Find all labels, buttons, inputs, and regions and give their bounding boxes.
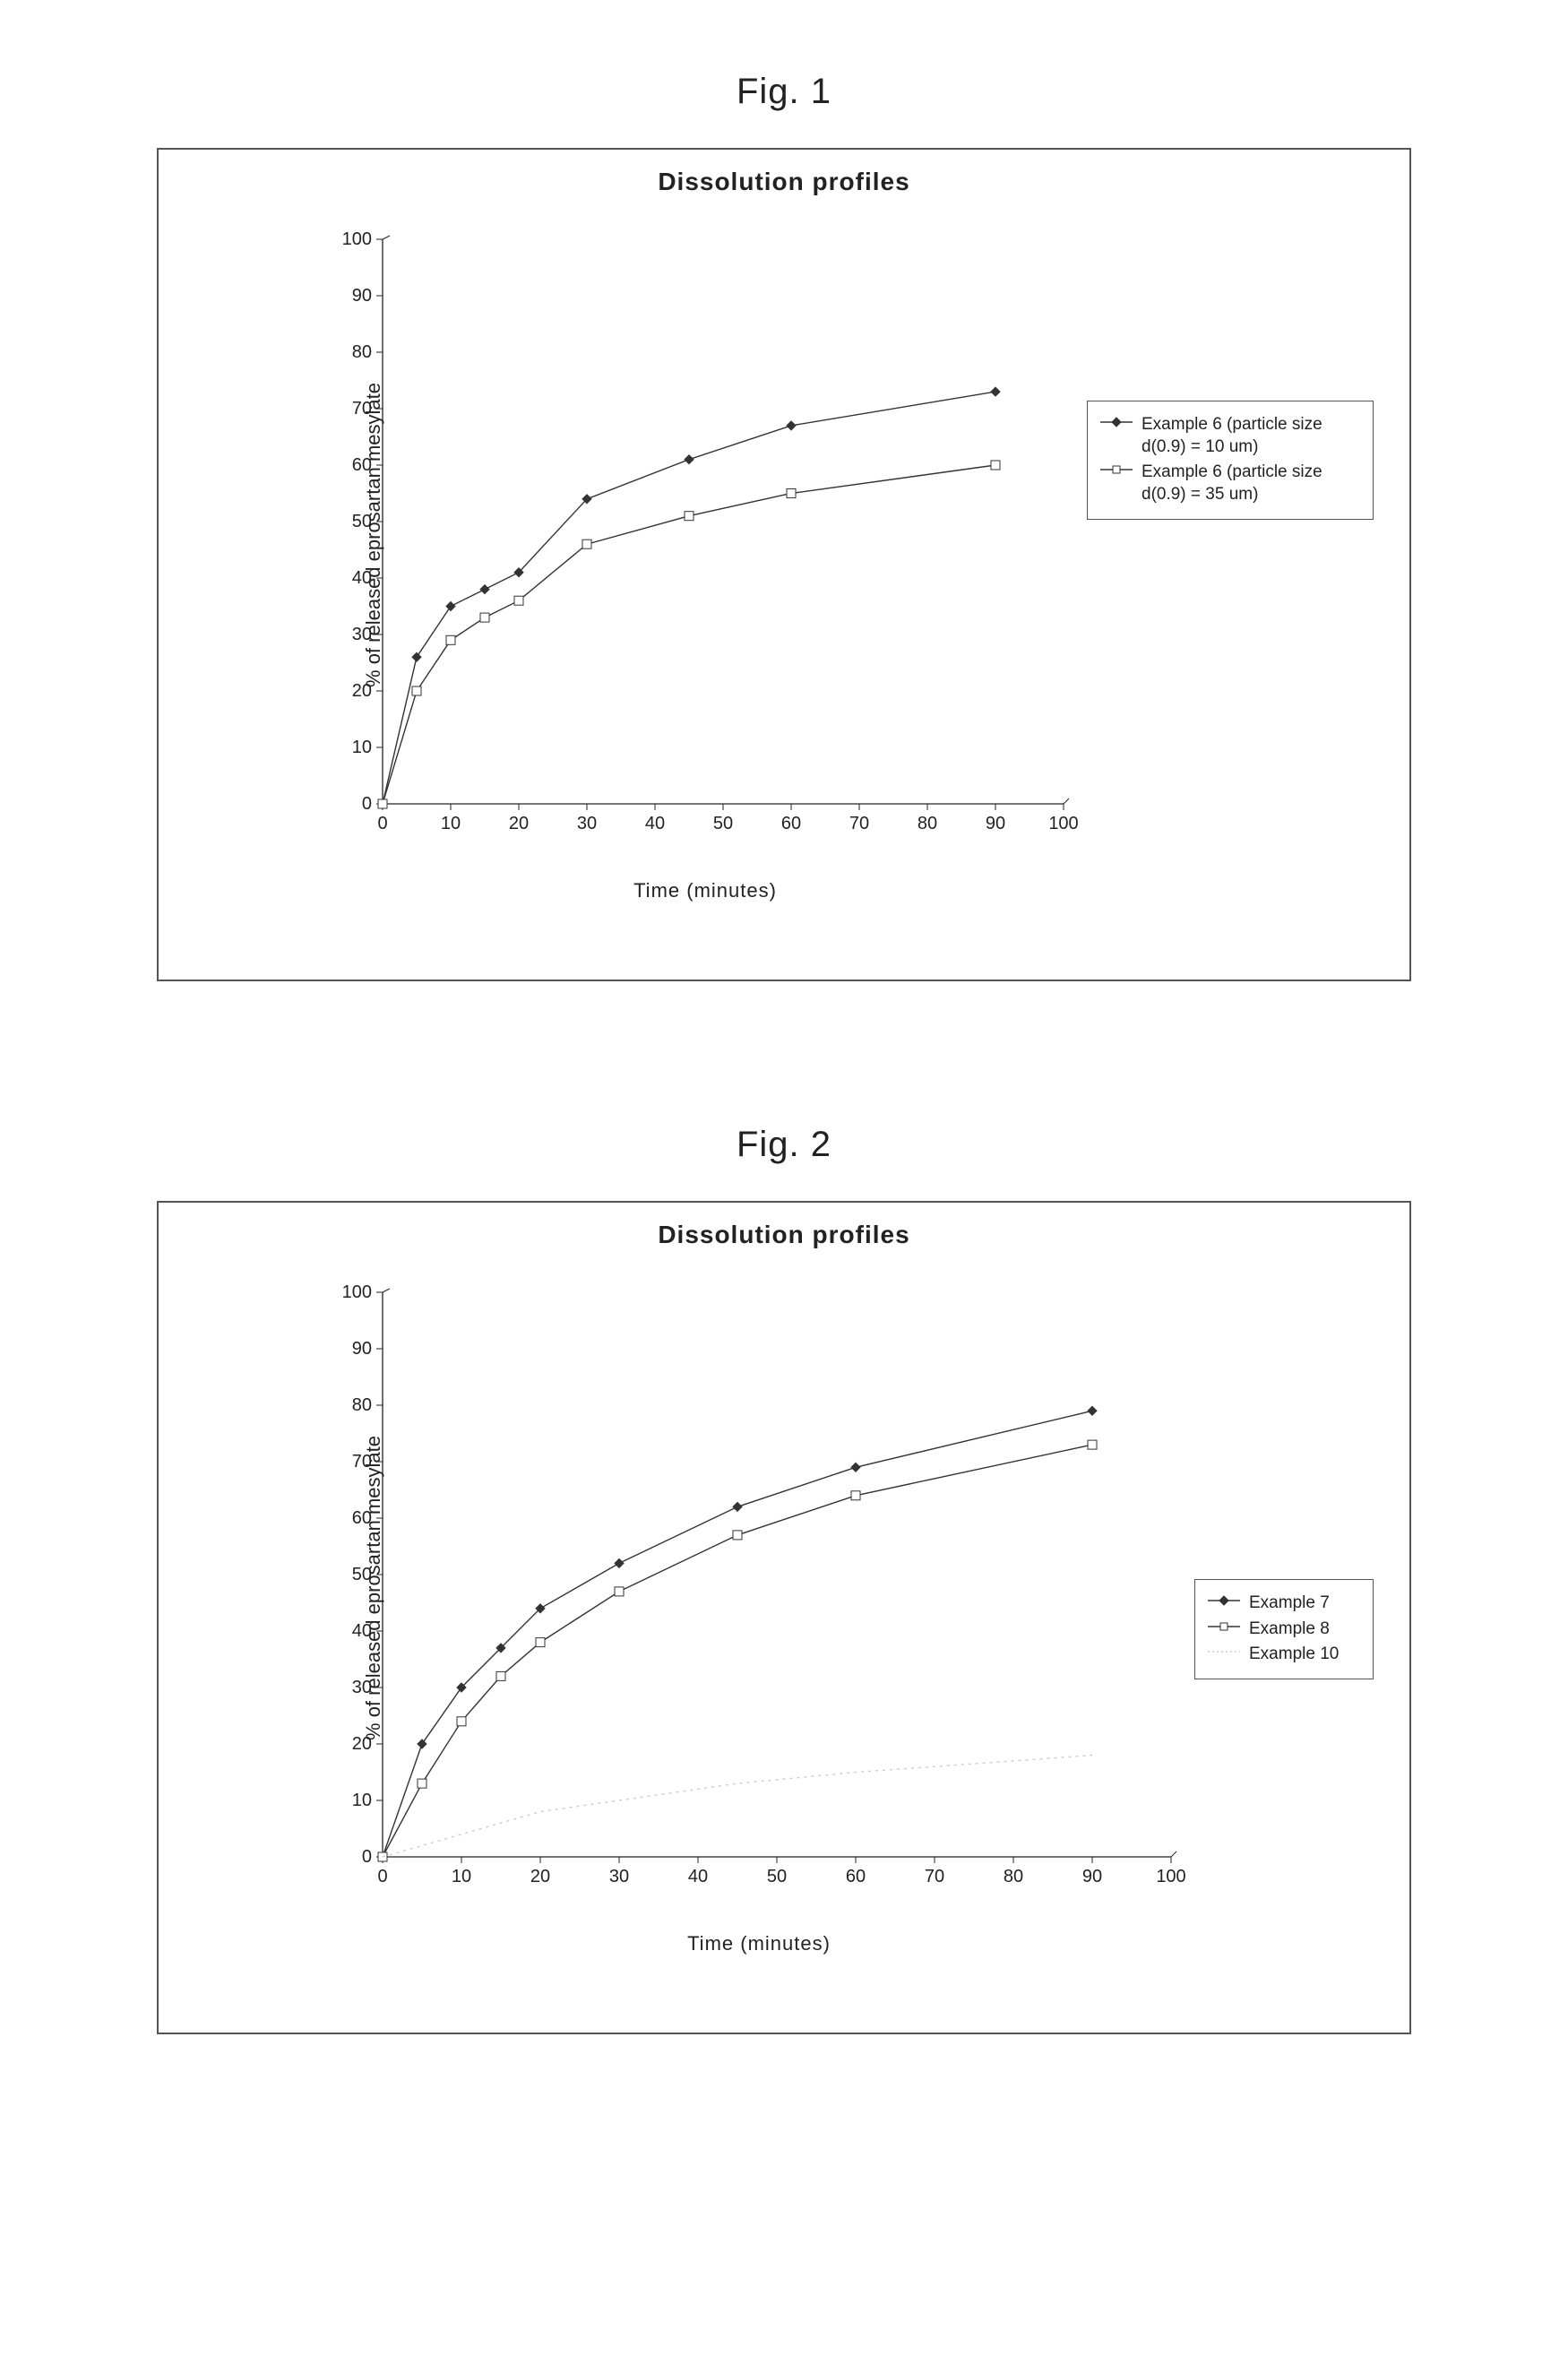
- legend-swatch: [1206, 1592, 1242, 1609]
- x-axis-label: Time (minutes): [338, 879, 1073, 902]
- svg-text:0: 0: [362, 1847, 372, 1867]
- y-axis-label: % of released eprosartan mesylate: [362, 383, 385, 687]
- legend-label: Example 8: [1249, 1618, 1362, 1641]
- svg-text:100: 100: [1048, 814, 1078, 833]
- y-axis-label: % of released eprosartan mesylate: [362, 1436, 385, 1740]
- svg-text:60: 60: [781, 814, 801, 833]
- svg-text:10: 10: [452, 1867, 471, 1886]
- svg-text:100: 100: [342, 1282, 372, 1302]
- svg-text:90: 90: [352, 1339, 372, 1359]
- svg-text:20: 20: [509, 814, 529, 833]
- legend-swatch: [1098, 462, 1134, 478]
- svg-text:40: 40: [688, 1867, 708, 1886]
- legend-item: Example 7: [1206, 1592, 1362, 1615]
- legend-label: Example 10: [1249, 1644, 1362, 1666]
- legend-item: Example 8: [1206, 1618, 1362, 1641]
- legend-label: Example 7: [1249, 1592, 1362, 1615]
- svg-text:10: 10: [352, 1791, 372, 1810]
- svg-text:80: 80: [352, 1395, 372, 1415]
- legend-swatch: [1206, 1644, 1242, 1660]
- legend: Example 7 Example 8 Example 10: [1194, 1579, 1374, 1679]
- svg-text:100: 100: [342, 229, 372, 249]
- legend-label: Example 6 (particle size d(0.9) = 35 um): [1142, 462, 1362, 505]
- legend: Example 6 (particle size d(0.9) = 10 um)…: [1087, 401, 1374, 520]
- legend-label: Example 6 (particle size d(0.9) = 10 um): [1142, 414, 1362, 458]
- svg-text:40: 40: [645, 814, 665, 833]
- plot-svg: 0102030405060708090100010203040506070809…: [338, 230, 1073, 840]
- svg-text:0: 0: [377, 814, 387, 833]
- svg-text:50: 50: [767, 1867, 787, 1886]
- svg-text:60: 60: [846, 1867, 866, 1886]
- svg-text:90: 90: [352, 286, 372, 306]
- svg-text:80: 80: [352, 342, 372, 362]
- figure-2-caption: Fig. 2: [125, 1125, 1443, 1165]
- figure-1-chart: Dissolution profiles 0 10 20 30 40 50 60 70 80 90…: [157, 148, 1411, 981]
- legend-swatch: [1206, 1618, 1242, 1635]
- legend-swatch: [1098, 414, 1134, 430]
- svg-text:70: 70: [925, 1867, 944, 1886]
- svg-text:10: 10: [441, 814, 461, 833]
- svg-text:30: 30: [609, 1867, 629, 1886]
- svg-text:50: 50: [713, 814, 733, 833]
- plot-svg: 0102030405060708090100010203040506070809…: [338, 1283, 1180, 1893]
- svg-text:30: 30: [577, 814, 597, 833]
- svg-text:90: 90: [1082, 1867, 1102, 1886]
- svg-text:20: 20: [530, 1867, 550, 1886]
- svg-text:80: 80: [918, 814, 937, 833]
- figure-1-caption: Fig. 1: [125, 72, 1443, 112]
- svg-text:10: 10: [352, 738, 372, 757]
- plot-area: 0102030405060708090100010203040506070809…: [338, 1283, 1180, 1893]
- svg-text:90: 90: [986, 814, 1005, 833]
- chart-title: Dissolution profiles: [159, 168, 1409, 196]
- legend-item: Example 6 (particle size d(0.9) = 10 um): [1098, 414, 1362, 458]
- figure-2-chart: Dissolution profiles 0 10 20 30 40 50 60 70 80 90…: [157, 1201, 1411, 2034]
- legend-item: Example 10: [1206, 1644, 1362, 1666]
- svg-text:70: 70: [849, 814, 869, 833]
- svg-text:100: 100: [1156, 1867, 1185, 1886]
- svg-text:80: 80: [1004, 1867, 1023, 1886]
- plot-area: 0102030405060708090100010203040506070809…: [338, 230, 1073, 840]
- legend-item: Example 6 (particle size d(0.9) = 35 um): [1098, 462, 1362, 505]
- x-axis-label: Time (minutes): [338, 1932, 1180, 1955]
- svg-text:0: 0: [377, 1867, 387, 1886]
- svg-text:0: 0: [362, 794, 372, 814]
- chart-title: Dissolution profiles: [159, 1221, 1409, 1249]
- page: Fig. 1 Dissolution profiles 0 10 20 30 40 50 6…: [0, 0, 1568, 2365]
